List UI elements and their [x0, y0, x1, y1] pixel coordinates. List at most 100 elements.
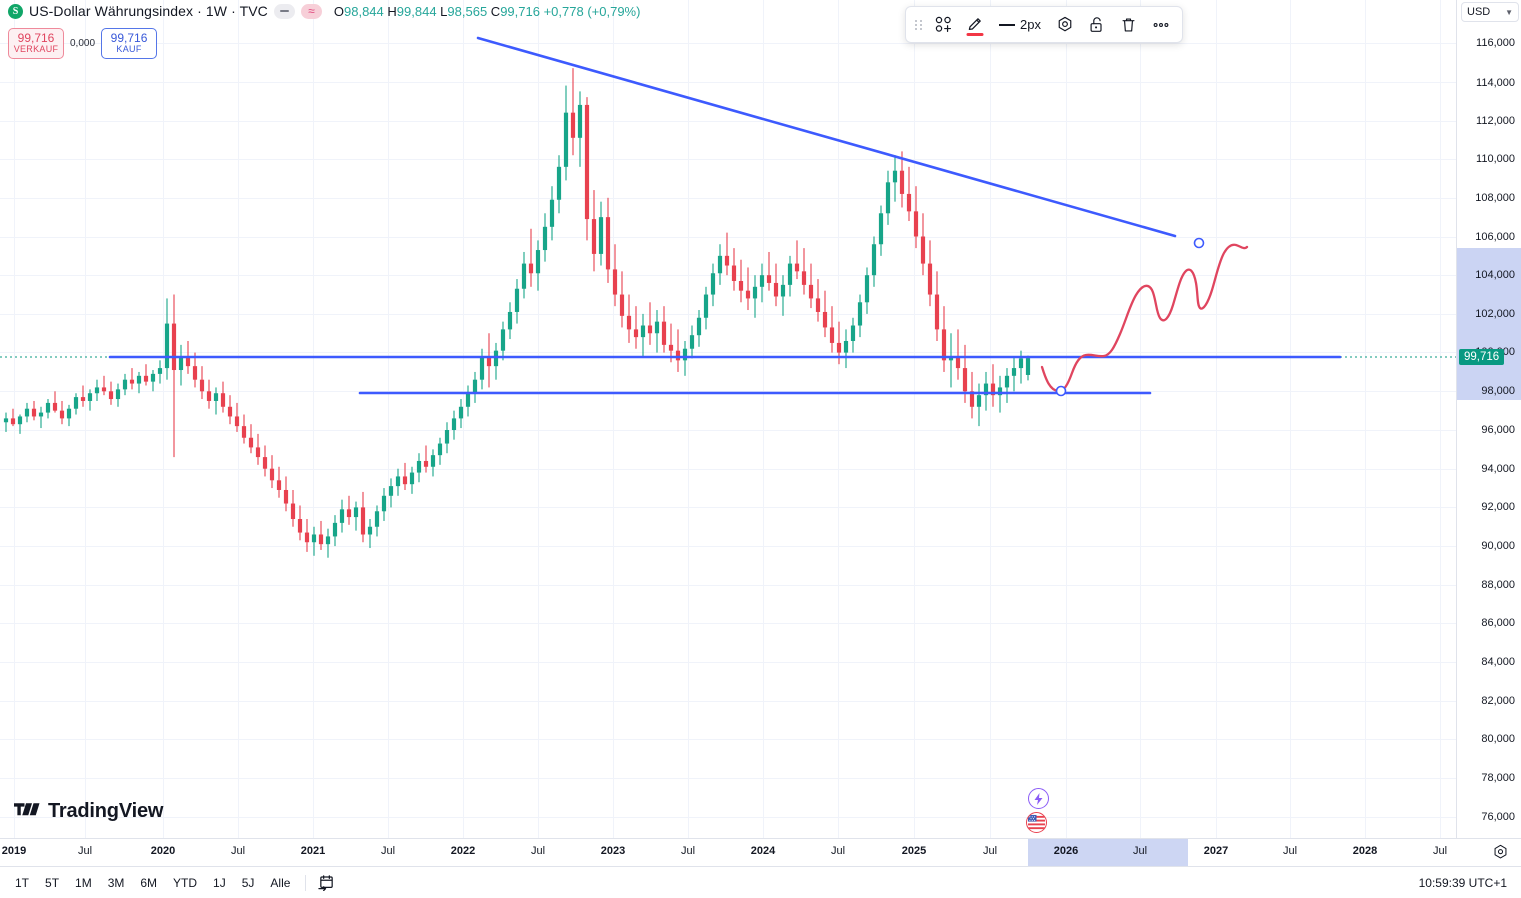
buy-label: KAUF — [116, 44, 142, 55]
price-tick: 108,000 — [1475, 192, 1515, 204]
descending-trendline[interactable] — [476, 36, 1177, 238]
time-tick: Jul — [1282, 845, 1298, 857]
drawing-floating-toolbar[interactable]: 2px — [905, 6, 1183, 43]
change-value: +0,778 — [543, 3, 584, 19]
price-tick: 80,000 — [1481, 733, 1515, 745]
price-axis-highlight-band — [1457, 248, 1521, 400]
symbol-title[interactable]: US-Dollar Währungsindex · 1W · TVC — [29, 3, 268, 19]
price-tick: 110,000 — [1476, 153, 1515, 165]
currency-label: USD — [1467, 6, 1491, 18]
range-button-ytd[interactable]: YTD — [173, 875, 198, 890]
currency-selector[interactable]: USD ▼ — [1461, 2, 1519, 22]
red-projection-drawing[interactable] — [1040, 243, 1249, 393]
lightning-bolt-icon — [1034, 792, 1043, 805]
toolbar-divider — [305, 874, 307, 891]
settings-hexagon-icon — [1058, 16, 1072, 31]
compare-series-pill-button[interactable]: ≈ — [300, 3, 322, 19]
projection-end-handle[interactable] — [1193, 237, 1205, 249]
time-tick: Jul — [530, 845, 546, 857]
time-tick: Jul — [1432, 845, 1448, 857]
low-value: 98,565 — [447, 3, 488, 19]
price-tick: 104,000 — [1475, 269, 1515, 281]
range-button-5t[interactable]: 5T — [45, 875, 60, 890]
us-flag-icon — [1028, 814, 1045, 831]
chart-legend: S US-Dollar Währungsindex · 1W · TVC ≈ O… — [0, 0, 640, 22]
price-tick: 116,000 — [1476, 37, 1515, 49]
price-tick: 114,000 — [1476, 77, 1515, 89]
price-tick: 86,000 — [1481, 617, 1515, 629]
chevron-down-icon: ▼ — [1505, 7, 1513, 17]
symbol-badge-icon: S — [8, 3, 23, 19]
chart-drawing-layer — [0, 0, 1456, 838]
buy-price: 99,716 — [110, 30, 148, 45]
sell-button[interactable]: 99,716 VERKAUF — [8, 28, 64, 59]
sell-label: VERKAUF — [13, 44, 59, 55]
pencil-color-button[interactable] — [960, 10, 990, 39]
pencil-icon — [968, 18, 981, 31]
range-button-1j[interactable]: 1J — [213, 875, 226, 890]
goto-date-icon — [318, 875, 334, 891]
range-button-6m[interactable]: 6M — [140, 875, 158, 890]
time-tick: Jul — [77, 845, 93, 857]
chart-canvas[interactable]: TradingView — [0, 0, 1456, 838]
economic-event-bolt-marker[interactable] — [1028, 788, 1049, 809]
hide-series-pill-button[interactable] — [273, 3, 295, 19]
price-tick: 84,000 — [1481, 656, 1515, 668]
drag-handle-icon[interactable] — [912, 10, 926, 39]
price-tick: 90,000 — [1481, 540, 1515, 552]
time-tick: 2027 — [1203, 845, 1229, 857]
pencil-color-swatch — [966, 33, 984, 36]
price-axis[interactable]: USD ▼ 116,000 114,000 112,000 110,000 108,00… — [1456, 0, 1521, 838]
time-tick: 2026 — [1053, 845, 1079, 857]
range-button-5j[interactable]: 5J — [241, 875, 255, 890]
time-tick: Jul — [380, 845, 396, 857]
more-options-icon — [1153, 22, 1169, 27]
grid-vertical — [14, 0, 1441, 838]
close-label: C — [490, 3, 501, 19]
time-tick: 2020 — [150, 845, 176, 857]
range-button-1m[interactable]: 1M — [75, 875, 92, 890]
projection-start-handle[interactable] — [1055, 385, 1067, 397]
time-axis-settings-button[interactable] — [1492, 844, 1509, 866]
more-options-button[interactable] — [1146, 10, 1176, 39]
range-button-1t[interactable]: 1T — [15, 875, 30, 890]
time-tick: Jul — [830, 845, 846, 857]
low-label: L — [440, 3, 448, 19]
buy-sell-widget: 99,716 VERKAUF 0,000 99,716 KAUF — [8, 28, 158, 59]
settings-button[interactable] — [1050, 10, 1080, 39]
close-value: 99,716 — [500, 3, 540, 19]
time-tick: 2028 — [1352, 845, 1378, 857]
change-percent: (+0,79%) — [587, 3, 641, 19]
price-tick: 82,000 — [1481, 695, 1515, 707]
price-tick: 94,000 — [1481, 463, 1515, 475]
us-flag-event-marker[interactable] — [1026, 812, 1047, 833]
line-width-preview — [999, 23, 1015, 26]
price-tick: 92,000 — [1481, 501, 1515, 513]
high-value: 99,844 — [396, 3, 437, 19]
lock-button[interactable] — [1082, 10, 1112, 39]
range-button-alle[interactable]: Alle — [270, 875, 291, 890]
high-label: H — [387, 3, 397, 19]
time-tick: 2022 — [450, 845, 476, 857]
time-tick: Jul — [230, 845, 246, 857]
time-axis[interactable]: 2019 Jul 2020 Jul 2021 Jul 2022 Jul 2023 Jul 2024 J… — [0, 838, 1521, 867]
current-price-tag: 99,716 — [1459, 349, 1505, 365]
price-tick: 112,000 — [1476, 115, 1515, 127]
ohlc-values: O98,844 H99,844 L98,565 C99,716 +0,778 (… — [334, 4, 641, 19]
candlestick-series — [3, 68, 1031, 558]
templates-icon — [935, 16, 951, 33]
time-tick: 2019 — [1, 845, 27, 857]
sell-price: 99,716 — [17, 30, 55, 45]
buy-button[interactable]: 99,716 KAUF — [101, 28, 158, 59]
price-tick: 102,000 — [1475, 308, 1515, 320]
goto-date-button[interactable] — [314, 871, 339, 894]
templates-button[interactable] — [928, 10, 958, 39]
time-tick: Jul — [680, 845, 696, 857]
range-button-3m[interactable]: 3M — [107, 875, 125, 890]
line-width-label: 2px — [1020, 17, 1041, 32]
time-tick: 2021 — [300, 845, 326, 857]
open-value: 98,844 — [344, 3, 384, 19]
line-width-button[interactable]: 2px — [992, 10, 1048, 39]
delete-button[interactable] — [1114, 10, 1144, 39]
